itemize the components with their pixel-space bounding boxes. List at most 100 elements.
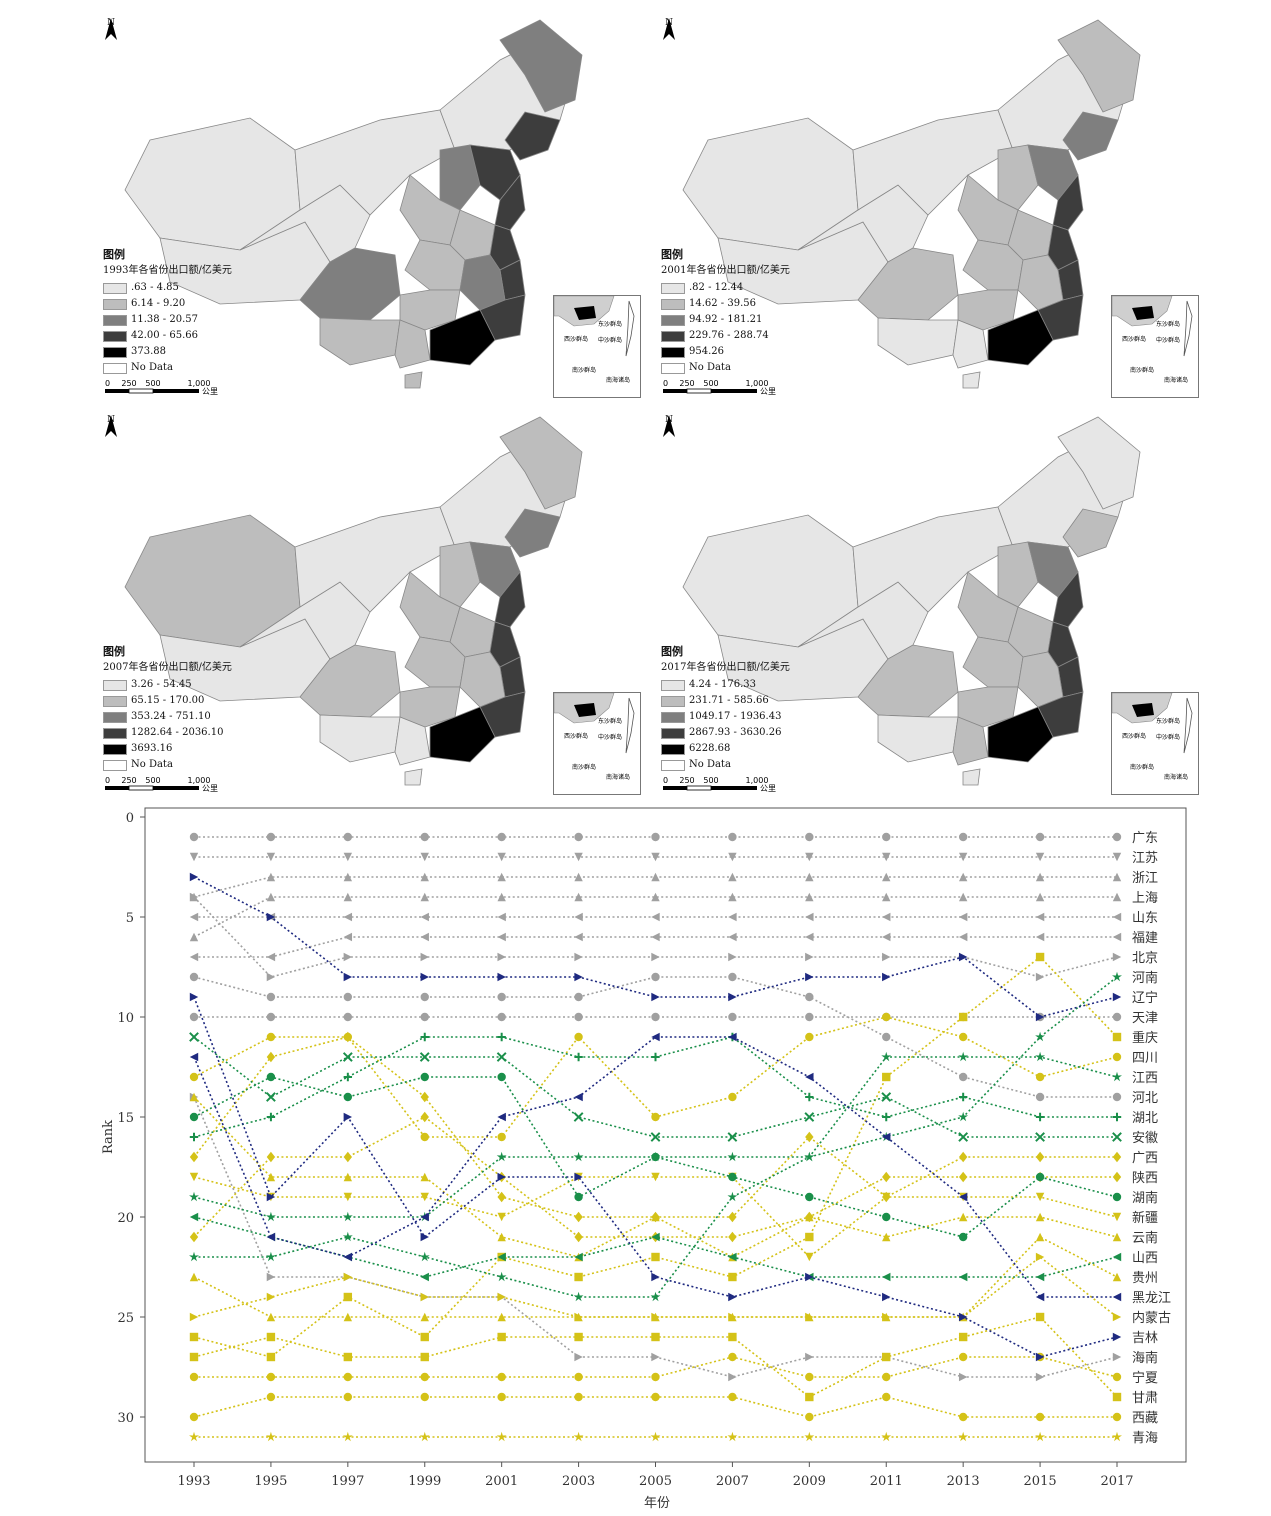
province-shape [877,714,959,763]
data-point [958,1111,969,1122]
scale-unit: 公里 [202,387,218,396]
data-point [266,1332,276,1342]
data-point [343,1352,353,1362]
data-point [805,1192,814,1202]
data-point [574,1332,583,1342]
series-line [193,1036,1117,1138]
data-point [805,932,814,942]
province-shape [1057,416,1141,510]
data-point [497,1112,506,1122]
data-point [343,1312,353,1322]
data-point [189,872,199,882]
data-point [882,852,891,862]
data-point [497,912,506,922]
data-point [574,972,583,982]
data-point [266,852,276,862]
data-point [266,1092,276,1102]
data-point [1035,1292,1045,1302]
inset-label: 南海诸岛 [1164,773,1188,781]
province-shape [319,714,401,763]
data-point [728,1092,737,1102]
inset-label: 中沙群岛 [1156,336,1180,344]
data-point [805,1131,814,1143]
series-label: 新疆 [1132,1210,1158,1226]
data-point [266,1392,276,1402]
data-point [420,1332,429,1342]
data-point [189,1272,199,1282]
data-point [882,952,891,962]
data-point [728,1312,737,1322]
data-point [496,1151,507,1162]
data-point [728,872,737,882]
data-point [420,1072,429,1082]
data-point [1035,1372,1045,1382]
legend-label: 373.88 [131,346,166,357]
data-point [189,1172,199,1182]
province-shape [494,571,526,628]
inset-label: 南海诸岛 [1164,376,1188,384]
data-point [958,1192,968,1202]
data-point [266,1112,276,1122]
data-point [574,1052,583,1062]
data-point [1035,1132,1045,1142]
data-point [266,872,276,882]
north-arrow-icon [663,18,675,40]
data-point [343,1172,353,1182]
legend-label: 2867.93 - 3630.26 [689,727,782,738]
series-label: 甘肃 [1132,1391,1158,1406]
series-line [193,1036,1117,1138]
north-arrow: N [662,415,676,437]
legend-label: No Data [689,362,731,373]
data-point [343,1292,353,1302]
data-point [1112,1032,1122,1042]
data-point [497,952,506,962]
data-point [728,1332,737,1342]
data-point [266,1192,276,1202]
data-point [189,1032,199,1042]
data-point [574,1252,583,1262]
province-shape [404,371,423,389]
data-point [958,832,968,842]
data-point [958,1012,968,1022]
province-shape [429,309,496,366]
data-point [882,1112,891,1122]
data-point [882,1212,891,1222]
data-point [882,1012,891,1022]
province-shape [952,319,989,369]
legend-swatch [103,282,127,294]
data-point [189,972,199,982]
data-point [1035,1051,1046,1062]
data-point [1035,1192,1045,1202]
series-13 [189,972,1122,1102]
inset-label: 西沙群岛 [564,335,588,343]
inset-label: 东沙群岛 [1156,320,1180,328]
data-point [728,852,737,862]
series-14 [189,1032,1122,1142]
data-point [804,1151,815,1162]
data-point [1035,1212,1045,1222]
legend-swatch [103,695,127,707]
data-point [189,852,199,862]
province-shape [962,768,981,786]
data-point [651,1252,660,1262]
series-label: 广东 [1132,831,1158,846]
data-point [651,1052,660,1062]
legend-entry: 3.26 - 54.45 [103,678,232,692]
north-arrow: N [662,18,676,40]
scale-tick-label: 500 [703,379,718,388]
data-point [574,1352,583,1362]
series-label: 辽宁 [1132,990,1158,1006]
south-china-sea-inset: 东沙群岛 西沙群岛 中沙群岛 南沙群岛 南海诸岛 [553,692,641,795]
data-point [574,1372,583,1382]
data-point [1112,1352,1122,1362]
data-point [1035,1252,1045,1262]
legend-swatch [661,314,685,326]
data-point [882,1312,891,1322]
data-point [651,932,660,942]
data-point [804,1112,815,1122]
data-point [727,1191,738,1202]
data-point [189,1151,199,1163]
series-label: 上海 [1132,891,1158,906]
series-4 [189,912,1122,922]
